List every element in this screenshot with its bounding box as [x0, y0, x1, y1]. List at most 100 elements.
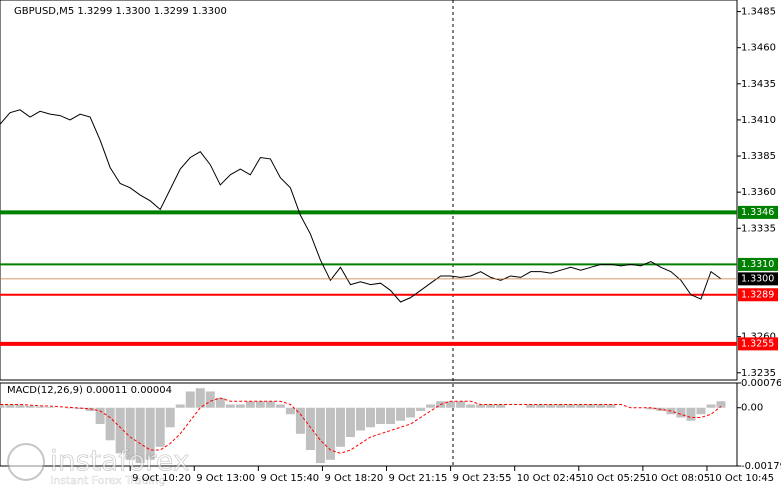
x-tick-label: 9 Oct 18:20: [324, 473, 383, 484]
macd-bar: [295, 407, 305, 434]
macd-bar: [396, 407, 406, 421]
watermark-brand: instaforex: [50, 444, 189, 477]
x-tick-label: 10 Oct 02:45: [517, 473, 582, 484]
macd-bar: [115, 407, 125, 454]
price-tag: [738, 337, 778, 351]
y-tick-label: 0.00: [741, 403, 763, 414]
plot-layer: [0, 109, 737, 464]
price-tag-label: 1.3255: [741, 338, 774, 349]
macd-bar: [466, 404, 476, 408]
price-tag-label: 1.3289: [741, 289, 774, 300]
macd-bar: [345, 407, 355, 438]
macd-bar: [0, 404, 5, 408]
macd-bar: [255, 401, 265, 408]
y-tick-label: 1.3385: [741, 151, 776, 162]
macd-bar: [706, 404, 716, 408]
macd-bar: [175, 404, 185, 408]
price-tag-label: 1.3310: [741, 259, 774, 270]
macd-bar: [125, 407, 135, 460]
macd-bar: [15, 405, 25, 408]
macd-bar: [416, 407, 426, 411]
x-tick-label: 9 Oct 15:40: [260, 473, 319, 484]
macd-bar: [716, 401, 726, 408]
y-tick-label: 1.3485: [741, 7, 776, 18]
y-tick-label: 1.3260: [741, 332, 776, 343]
x-tick-label: 10 Oct 08:05: [645, 473, 710, 484]
macd-bar: [155, 407, 165, 447]
y-tick-label: 1.3235: [741, 368, 776, 379]
macd-bar: [65, 407, 75, 409]
x-tick-label: 9 Oct 21:15: [389, 473, 448, 484]
price-line: [0, 397, 722, 454]
x-tick-label: 9 Oct 23:55: [453, 473, 512, 484]
macd-bar: [676, 407, 686, 418]
price-tag-label: 1.3346: [741, 207, 774, 218]
macd-bar: [646, 407, 656, 410]
macd-bar: [426, 404, 436, 408]
macd-bar: [496, 404, 506, 408]
macd-bar: [606, 404, 616, 408]
macd-bar: [265, 401, 275, 408]
macd-bar: [556, 404, 566, 408]
macd-bar: [105, 407, 115, 441]
macd-bar: [5, 404, 15, 408]
watermark-logo: [7, 443, 45, 481]
macd-bar: [245, 401, 255, 408]
y-tick-label: 1.3360: [741, 187, 776, 198]
macd-bar: [355, 407, 365, 431]
macd-bar: [185, 391, 195, 408]
macd-bar: [285, 407, 295, 415]
macd-bar: [596, 404, 606, 408]
macd-bar: [25, 405, 35, 408]
macd-bar: [225, 404, 235, 408]
macd-bar: [215, 397, 225, 408]
x-tick-label: 9 Oct 10:20: [132, 473, 191, 484]
macd-bar: [315, 407, 325, 464]
macd-bar: [365, 407, 376, 428]
macd-bar: [446, 401, 456, 408]
macd-bar: [145, 407, 155, 460]
price-tag: [738, 205, 778, 219]
macd-bar: [566, 404, 576, 408]
macd-bar: [165, 407, 175, 428]
price-tag: [738, 288, 778, 302]
macd-bar: [305, 407, 315, 451]
macd-bar: [456, 401, 466, 408]
macd-bar: [376, 407, 386, 425]
macd-bar: [476, 404, 486, 408]
macd-bar: [696, 407, 706, 415]
macd-frame: [0, 382, 738, 467]
price-line: [0, 109, 722, 303]
macd-bar: [195, 388, 205, 408]
y-tick-label: 0.00076: [741, 378, 781, 389]
y-tick-label: 1.3335: [741, 223, 776, 234]
macd-bar: [526, 404, 536, 408]
macd-bar: [406, 407, 416, 418]
x-tick-label: 10 Oct 10:45: [709, 473, 774, 484]
x-tick-label: 10 Oct 05:25: [581, 473, 646, 484]
macd-bar: [325, 407, 335, 460]
price-tag-label: 1.3300: [741, 273, 774, 284]
y-tick-label: 1.3410: [741, 115, 776, 126]
macd-bar: [205, 391, 215, 408]
watermark-tagline: Instant Forex Trading: [50, 474, 166, 487]
macd-bar: [135, 407, 145, 464]
macd-bar: [95, 407, 105, 425]
y-tick-label: 1.3435: [741, 79, 776, 90]
macd-bar: [586, 404, 596, 408]
macd-bar: [686, 407, 696, 421]
macd-bar: [45, 407, 55, 408]
watermark: instaforex Instant Forex Trading: [7, 443, 190, 487]
y-tick-label: 1.3460: [741, 43, 776, 54]
macd-bar: [486, 404, 496, 408]
macd-bar: [275, 404, 285, 408]
main-frame: [0, 0, 738, 381]
macd-bar: [386, 407, 396, 425]
chart-title: GBPUSD,M5 1.3299 1.3300 1.3299 1.3300: [14, 6, 227, 17]
price-tag: [738, 257, 778, 271]
macd-bar: [85, 407, 95, 411]
price-tag: [738, 272, 778, 286]
macd-bar: [235, 404, 245, 408]
